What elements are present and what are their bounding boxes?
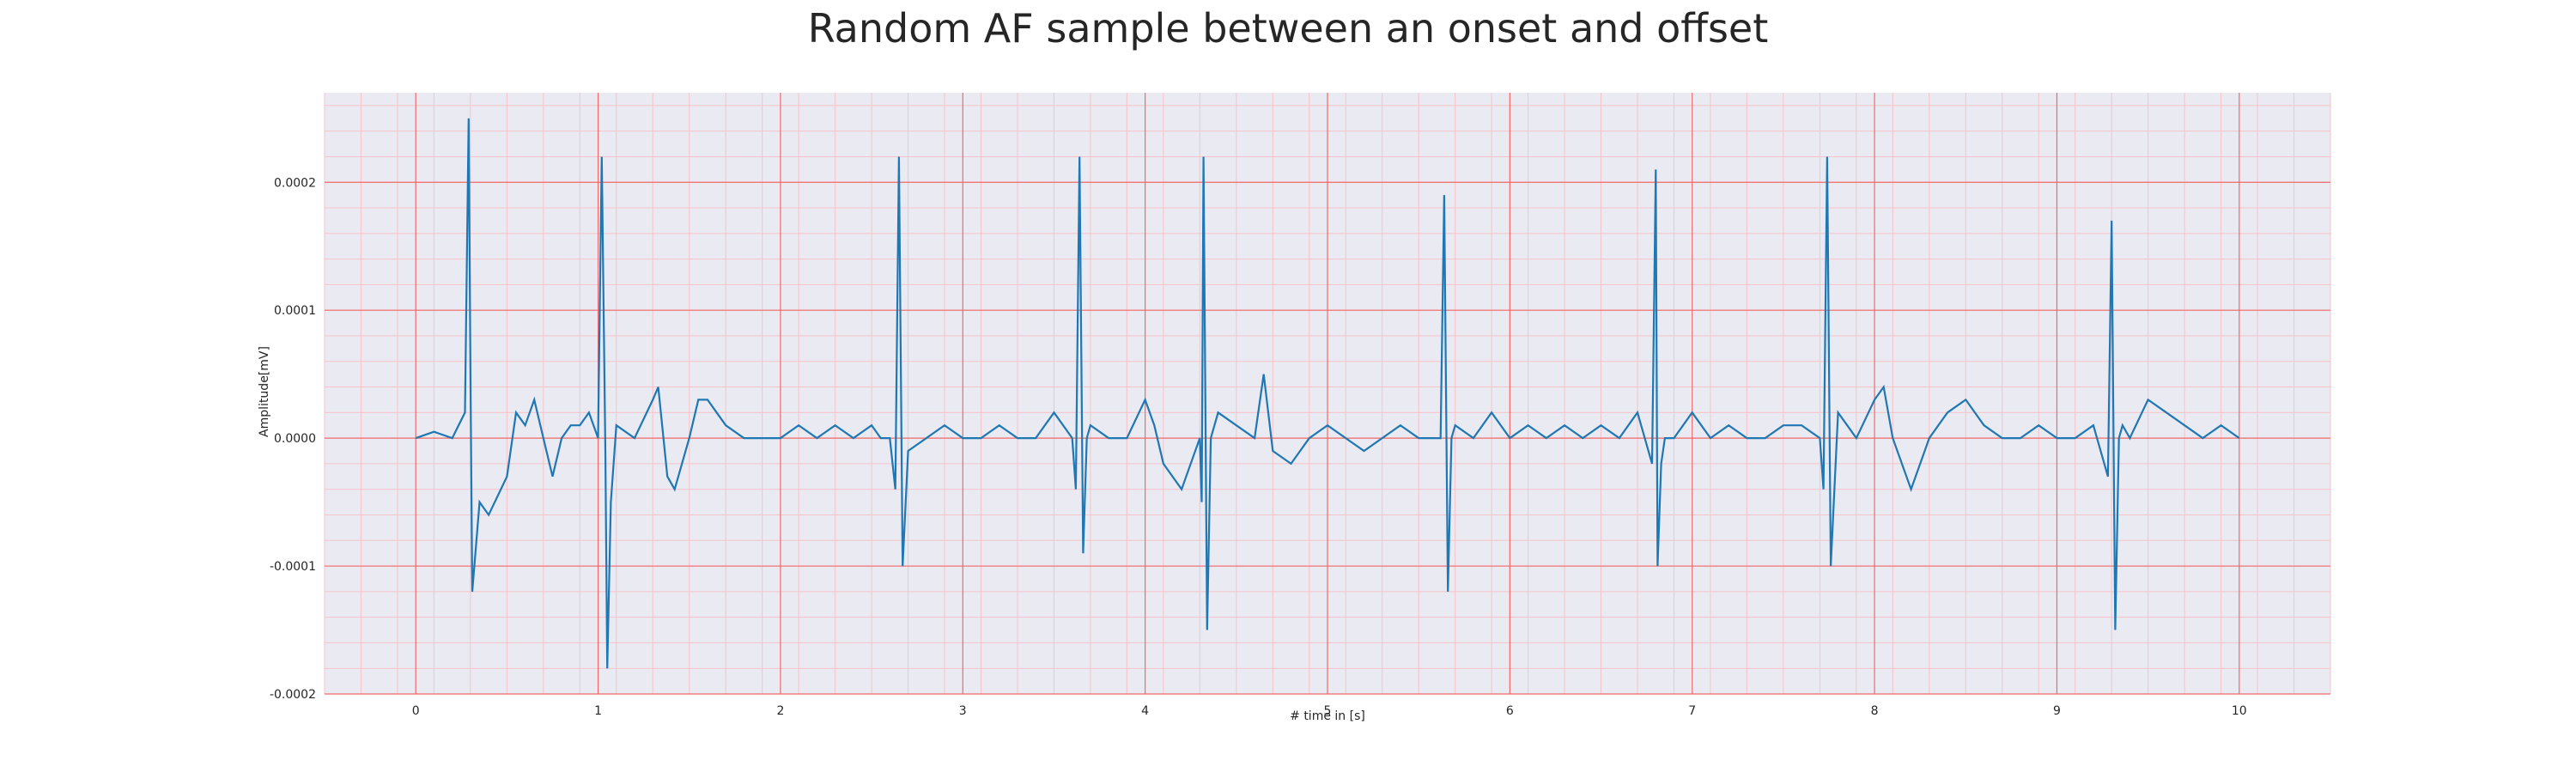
x-tick-label: 6 [1506, 704, 1514, 718]
x-tick-label: 10 [2232, 704, 2247, 718]
x-tick-label: 7 [1688, 704, 1696, 718]
y-tick-label: 0.0002 [274, 176, 316, 190]
x-tick-label: 8 [1871, 704, 1879, 718]
x-tick-label: 3 [959, 704, 967, 718]
x-tick-label: 9 [2053, 704, 2061, 718]
x-tick-label: 1 [594, 704, 602, 718]
x-tick-labels: 0 1 2 3 4 5 6 7 8 9 10 [412, 704, 2247, 718]
x-tick-label: 5 [1324, 704, 1332, 718]
chart-title: Random AF sample between an onset and of… [807, 5, 1769, 52]
y-tick-label: 0.0001 [274, 304, 316, 318]
y-axis-label: Amplitude[mV] [258, 346, 271, 437]
x-tick-label: 4 [1141, 704, 1149, 718]
y-tick-label: -0.0002 [270, 688, 316, 702]
x-tick-label: 2 [776, 704, 784, 718]
x-axis-label: # time in [s] [1290, 709, 1365, 723]
x-tick-label: 0 [412, 704, 420, 718]
signal-line [415, 118, 2240, 669]
y-tick-label: 0.0000 [274, 432, 316, 446]
y-tick-labels: -0.0002 -0.0001 0.0000 0.0001 0.0002 [270, 176, 316, 702]
y-tick-label: -0.0001 [270, 560, 316, 574]
